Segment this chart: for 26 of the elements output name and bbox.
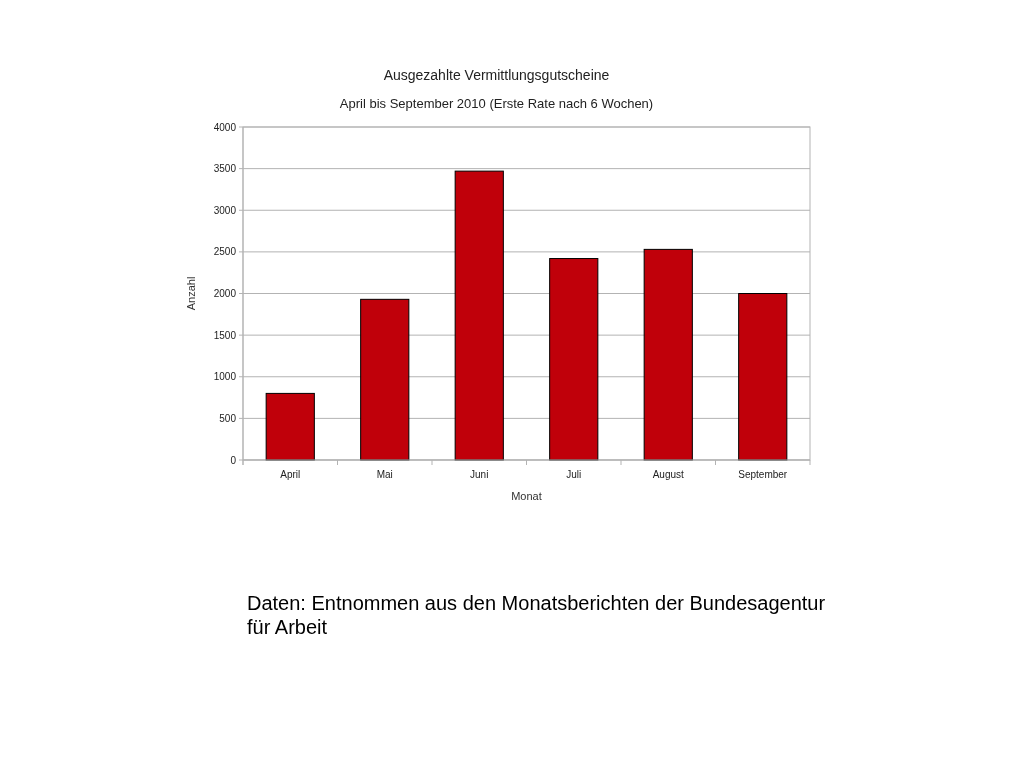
y-tick-label: 1000 [213, 371, 237, 383]
bar [454, 170, 504, 461]
bar [360, 298, 410, 461]
bar [549, 258, 599, 461]
y-tick-label: 4000 [213, 121, 237, 133]
x-tick-label: September [738, 469, 788, 480]
y-tick-label: 2000 [213, 288, 237, 299]
y-tick-label: 3000 [213, 204, 237, 216]
bar [643, 248, 693, 461]
y-tick-label: 2500 [213, 246, 237, 258]
x-tick-label: Mai [376, 469, 393, 480]
y-tick-label: 3500 [213, 163, 237, 175]
bar [738, 293, 788, 461]
y-tick-label: 1500 [213, 329, 237, 341]
x-tick-label: April [280, 469, 301, 480]
bar [265, 392, 315, 461]
y-tick-label: 500 [219, 412, 237, 424]
x-tick-label: August [652, 469, 685, 480]
x-tick-label: Juni [470, 469, 489, 480]
text: Daten: Entnommen aus den Monatsberichten der Bundesagentur für Arbeit [247, 592, 826, 638]
x-tick-label: Juli [566, 469, 582, 480]
chart-subtitle: April bis September 2010 (Erste Rate nach 6 Wochen) [339, 96, 654, 111]
x-axis-title: Monat [511, 490, 542, 502]
chart-title: Ausgezahlte Vermittlungsgutscheine [383, 67, 610, 83]
y-tick-label: 0 [230, 454, 237, 466]
y-axis-title: Anzahl [185, 276, 197, 311]
